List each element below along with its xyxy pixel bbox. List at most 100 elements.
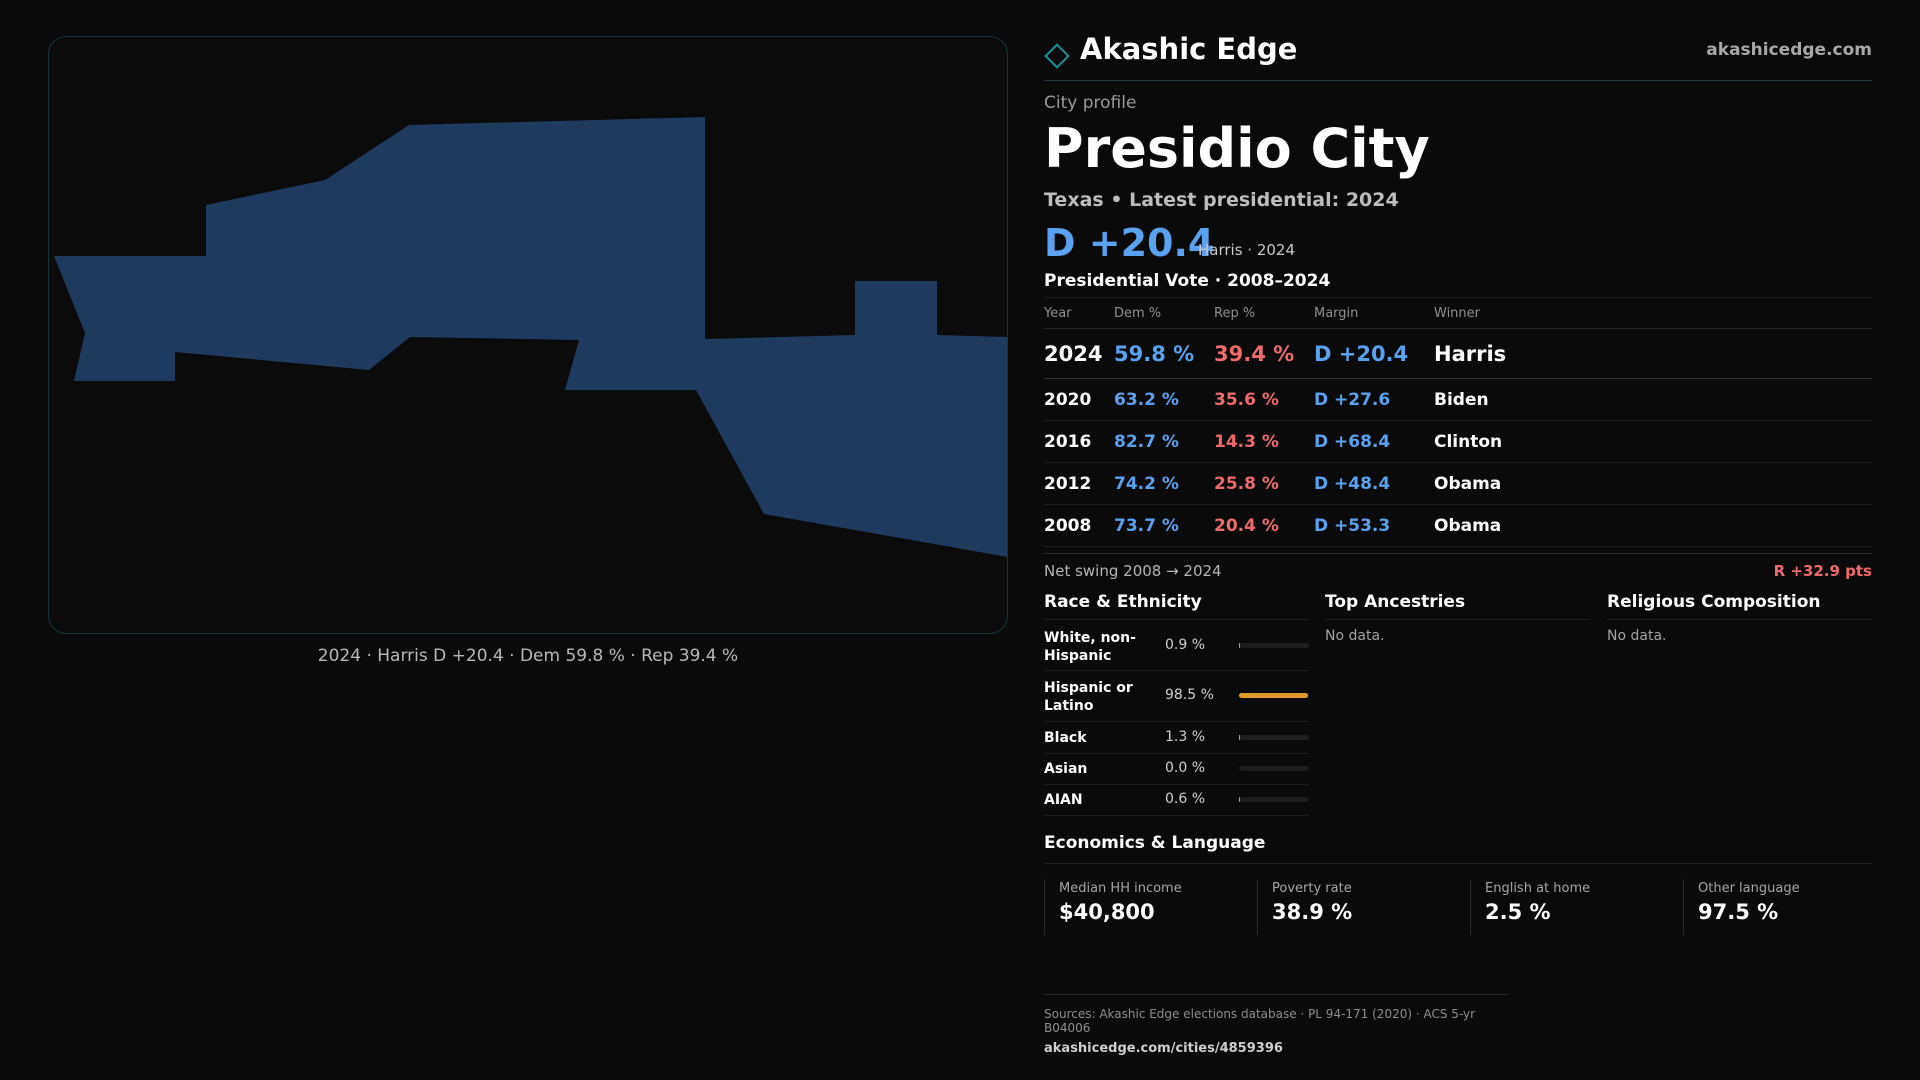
race-bar-track [1239,643,1309,648]
race-pct: 98.5 % [1165,687,1214,703]
cell-dem: 63.2 % [1114,378,1214,421]
cell-winner: Clinton [1434,420,1872,463]
cell-year: 2012 [1044,462,1114,505]
economics-grid: Median HH income $40,800 Poverty rate 38… [1044,879,1872,935]
col-year: Year [1044,298,1114,329]
cell-margin: D +53.3 [1314,504,1434,547]
cell-year: 2020 [1044,378,1114,421]
race-ethnicity-panel: Race & Ethnicity White, non-Hispanic 0.9… [1044,588,1309,816]
diamond-logo-icon [1044,43,1070,69]
table-row[interactable]: 2020 63.2 % 35.6 % D +27.6 Biden [1044,378,1872,421]
col-winner: Winner [1434,298,1872,329]
col-margin: Margin [1314,298,1434,329]
race-row: Asian 0.0 % [1044,754,1309,785]
cell-margin: D +27.6 [1314,378,1434,421]
race-bar-fill [1239,797,1241,802]
cell-winner: Harris [1434,328,1872,379]
race-label: AIAN [1044,792,1083,808]
cell-rep: 25.8 % [1214,462,1314,505]
religion-title: Religious Composition [1607,588,1872,620]
race-bar-track [1239,766,1309,771]
economics-title: Economics & Language [1044,830,1872,864]
cell-margin: D +20.4 [1314,328,1434,379]
race-bar-fill [1239,735,1241,740]
race-label: Hispanic or Latino [1044,680,1133,714]
brand-name[interactable]: Akashic Edge [1080,32,1298,66]
headline-margin: D +20.4 [1044,221,1215,265]
stat-english-at-home: English at home 2.5 % [1470,879,1682,935]
cell-dem: 82.7 % [1114,420,1214,463]
sources-footer: Sources: Akashic Edge elections database… [1044,994,1508,1056]
city-map-panel[interactable] [48,36,1008,634]
sources-text: Sources: Akashic Edge elections database… [1044,1007,1476,1035]
religion-panel: Religious Composition No data. [1607,588,1872,644]
stat-label: Poverty rate [1272,881,1352,896]
headline-note: Harris · 2024 [1198,241,1296,259]
table-row[interactable]: 2024 59.8 % 39.4 % D +20.4 Harris [1044,328,1872,379]
race-bar-fill [1239,643,1241,648]
cell-winner: Obama [1434,462,1872,505]
headline-result: D +20.4 Harris · 2024 [1044,221,1872,267]
brand-url-link[interactable]: akashicedge.com [1706,40,1872,60]
vote-table: Year Dem % Rep % Margin Winner 2024 59.8… [1044,298,1872,547]
stat-median-income: Median HH income $40,800 [1044,879,1256,935]
cell-year: 2008 [1044,504,1114,547]
cell-rep: 39.4 % [1214,328,1314,379]
race-row: Black 1.3 % [1044,722,1309,754]
cell-margin: D +48.4 [1314,462,1434,505]
religion-empty: No data. [1607,628,1667,644]
table-row[interactable]: 2012 74.2 % 25.8 % D +48.4 Obama [1044,462,1872,505]
stat-value: 97.5 % [1698,900,1779,924]
table-row[interactable]: 2008 73.7 % 20.4 % D +53.3 Obama [1044,504,1872,547]
table-row[interactable]: 2016 82.7 % 14.3 % D +68.4 Clinton [1044,420,1872,463]
city-profile-panel: Akashic Edge akashicedge.com City profil… [1044,30,1872,935]
net-swing: Net swing 2008 → 2024 R +32.9 pts [1044,553,1872,588]
race-bar-track [1239,735,1309,740]
stat-value: 2.5 % [1485,900,1551,924]
race-label: White, non-Hispanic [1044,630,1136,664]
stat-other-language: Other language 97.5 % [1683,879,1872,935]
race-pct: 0.9 % [1165,637,1206,653]
race-label: Black [1044,730,1087,746]
cell-winner: Obama [1434,504,1872,547]
stat-label: English at home [1485,881,1591,896]
race-pct: 1.3 % [1165,729,1206,745]
cell-rep: 20.4 % [1214,504,1314,547]
cell-rep: 14.3 % [1214,420,1314,463]
vote-section-title: Presidential Vote · 2008–2024 [1044,271,1872,298]
city-boundary-map [54,117,1008,557]
swing-label: Net swing 2008 → 2024 [1044,562,1222,580]
cell-winner: Biden [1434,378,1872,421]
cell-dem: 73.7 % [1114,504,1214,547]
cell-dem: 74.2 % [1114,462,1214,505]
vote-table-header: Year Dem % Rep % Margin Winner [1044,298,1872,329]
race-bar-track [1239,693,1309,698]
cell-dem: 59.8 % [1114,328,1214,379]
race-row: White, non-Hispanic 0.9 % [1044,620,1309,671]
stat-value: 38.9 % [1272,900,1353,924]
stat-label: Median HH income [1059,881,1182,896]
ancestries-empty: No data. [1325,628,1385,644]
race-pct: 0.0 % [1165,760,1206,776]
col-rep: Rep % [1214,298,1314,329]
map-caption: 2024 · Harris D +20.4 · Dem 59.8 % · Rep… [317,646,739,666]
sources-url-link[interactable]: akashicedge.com/cities/4859396 [1044,1041,1283,1056]
brand-header: Akashic Edge akashicedge.com [1044,30,1872,81]
cell-year: 2024 [1044,328,1114,379]
race-title: Race & Ethnicity [1044,588,1309,620]
col-dem: Dem % [1114,298,1214,329]
cell-year: 2016 [1044,420,1114,463]
race-row: Hispanic or Latino 98.5 % [1044,671,1309,722]
ancestries-panel: Top Ancestries No data. [1325,588,1590,644]
race-row: AIAN 0.6 % [1044,785,1309,816]
race-label: Asian [1044,761,1088,777]
stat-label: Other language [1698,881,1800,896]
cell-margin: D +68.4 [1314,420,1434,463]
cell-rep: 35.6 % [1214,378,1314,421]
city-boundary-shape[interactable] [54,117,1008,557]
swing-value: R +32.9 pts [1773,562,1872,580]
stat-poverty-rate: Poverty rate 38.9 % [1257,879,1469,935]
page-title: Presidio City [1044,117,1430,180]
profile-eyebrow: City profile [1044,93,1137,113]
profile-subtitle: Texas • Latest presidential: 2024 [1044,189,1399,211]
